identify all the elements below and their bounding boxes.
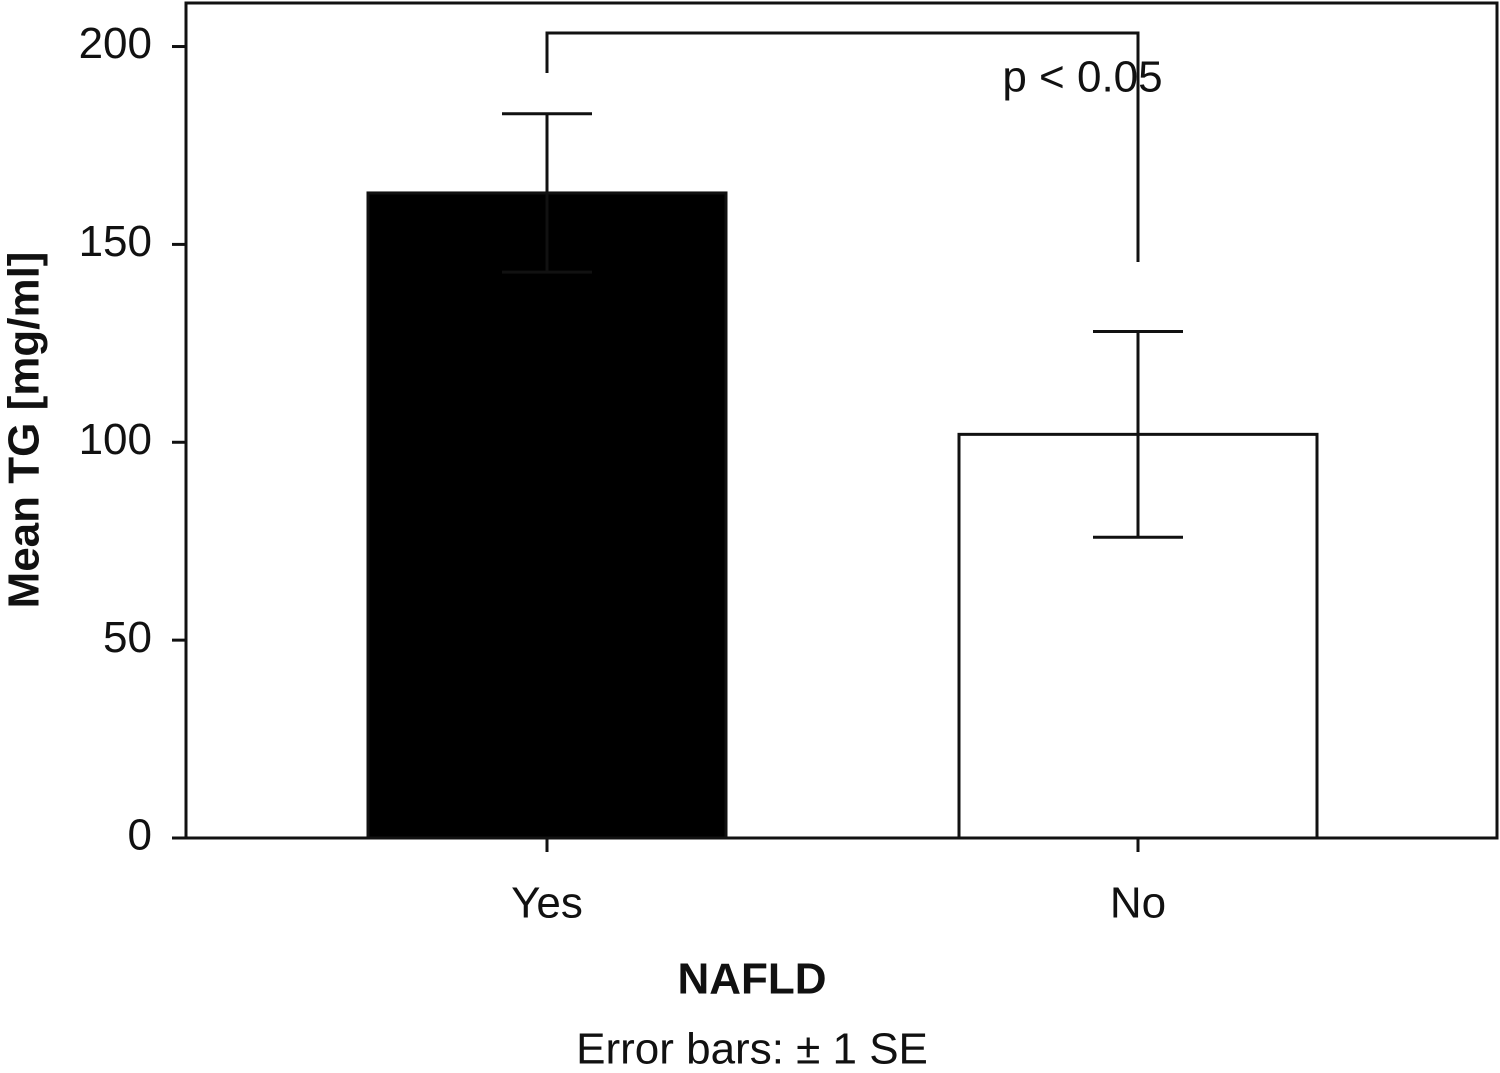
y-axis-label: Mean TG [mg/ml] — [0, 252, 49, 609]
error-bar — [502, 112, 592, 274]
y-tick-label: 150 — [79, 217, 152, 266]
error-bar — [1093, 329, 1183, 539]
y-tick-label: 50 — [103, 613, 152, 662]
y-tick-label: 200 — [79, 19, 152, 68]
y-tick-label: 0 — [128, 811, 152, 860]
bar — [366, 191, 728, 840]
plot-frame — [184, 1, 1499, 840]
footnote: Error bars: ± 1 SE — [576, 1025, 928, 1073]
x-axis-label: NAFLD — [677, 955, 826, 1004]
significance-bracket — [545, 31, 1140, 262]
y-tick-label: 100 — [79, 415, 152, 464]
x-tick-label: Yes — [511, 879, 583, 928]
annotation: p < 0.05 — [1002, 53, 1162, 102]
x-tick-label: No — [1110, 879, 1166, 928]
